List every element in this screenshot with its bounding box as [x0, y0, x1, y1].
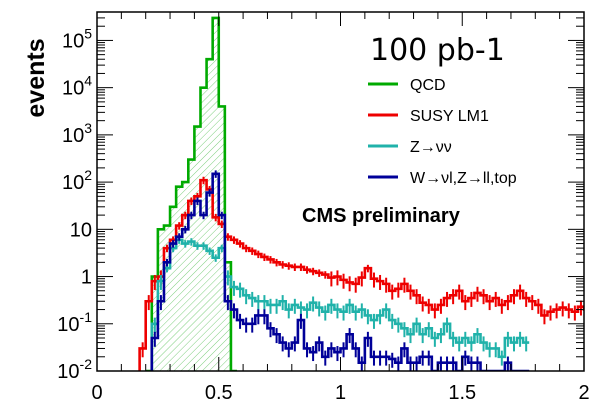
y-tick-label-base: 10 — [62, 78, 84, 100]
y-tick-label: 10-2 — [57, 356, 92, 383]
y-tick-label: 103 — [62, 120, 92, 147]
y-tick-label-exponent: 2 — [84, 167, 92, 183]
y-axis-label: events — [22, 38, 50, 117]
y-tick-label-exponent: 3 — [84, 120, 92, 136]
series-layer — [138, 16, 584, 371]
y-tick-label-base: 10 — [62, 125, 84, 147]
y-tick-label-base: 10 — [57, 314, 79, 336]
y-tick-label-exponent: 5 — [84, 25, 92, 41]
x-tick-label: 1 — [335, 382, 346, 404]
legend: QCD SUSY LM1 Z→νν W→νl,Z→ll,top — [368, 77, 517, 187]
y-tick-label: 1 — [81, 267, 92, 289]
y-tick-label-base: 10 — [62, 172, 84, 194]
y-axis-ticks — [97, 11, 584, 372]
y-tick-label-exponent: -2 — [80, 356, 93, 372]
series-line-qcd — [145, 16, 238, 371]
y-tick-label: 10 — [70, 219, 92, 241]
y-tick-label-base: 10 — [70, 219, 92, 241]
x-tick-label: 2 — [578, 382, 589, 404]
x-tick-label: 0.5 — [205, 382, 233, 404]
y-tick-label-exponent: -1 — [80, 309, 93, 325]
legend-label-z: Z→νν — [410, 139, 452, 156]
y-tick-label: 10-1 — [57, 309, 92, 336]
y-tick-label-base: 1 — [81, 267, 92, 289]
legend-label-qcd: QCD — [410, 77, 446, 94]
y-tick-label-base: 10 — [62, 30, 84, 52]
y-tick-label-exponent: 4 — [84, 73, 92, 89]
series-line-w-l-z-ll-top — [150, 172, 530, 371]
luminosity-label: 100 pb-1 — [370, 33, 505, 68]
x-tick-label: 1.5 — [448, 382, 476, 404]
series-fill-qcd — [145, 17, 238, 371]
y-tick-label: 102 — [62, 167, 92, 194]
legend-label-w-l-z-ll-top: W→νl,Z→ll,top — [410, 170, 517, 187]
x-tick-label: 0 — [91, 382, 102, 404]
legend-label-susy-lm1: SUSY LM1 — [410, 108, 489, 125]
x-axis-ticks — [96, 12, 585, 371]
y-tick-label-base: 10 — [57, 361, 79, 383]
y-tick-label: 104 — [62, 73, 92, 100]
x-axis-tick-labels: 0 0.5 1 1.5 2 — [91, 382, 589, 404]
series-line-z — [150, 238, 530, 371]
cms-preliminary-annotation: CMS preliminary — [302, 205, 461, 227]
y-tick-label: 105 — [62, 25, 92, 52]
